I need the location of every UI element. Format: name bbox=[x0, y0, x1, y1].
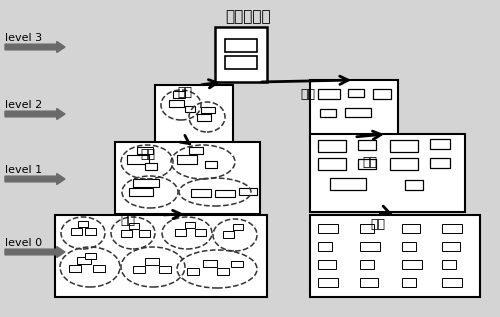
Bar bbox=[430, 158, 450, 168]
Text: 聚类: 聚类 bbox=[140, 148, 156, 161]
Bar bbox=[121, 230, 132, 237]
Bar bbox=[133, 179, 159, 187]
Bar bbox=[78, 221, 88, 227]
Bar bbox=[215, 190, 235, 197]
Bar bbox=[223, 231, 234, 238]
Bar bbox=[348, 89, 364, 97]
Bar bbox=[187, 268, 199, 275]
Bar bbox=[360, 278, 378, 287]
Bar bbox=[173, 91, 185, 98]
Bar bbox=[93, 265, 105, 272]
Bar bbox=[197, 114, 211, 121]
Bar bbox=[360, 224, 374, 233]
Bar bbox=[145, 163, 157, 170]
Bar bbox=[442, 242, 460, 251]
FancyArrow shape bbox=[5, 247, 65, 257]
Bar bbox=[77, 257, 91, 264]
Bar bbox=[442, 260, 456, 269]
Bar bbox=[159, 266, 171, 273]
Bar bbox=[85, 228, 96, 235]
Bar bbox=[310, 134, 465, 212]
Bar bbox=[129, 223, 139, 229]
Bar bbox=[169, 100, 184, 107]
Bar bbox=[145, 258, 159, 265]
Bar bbox=[360, 260, 374, 269]
Bar bbox=[390, 140, 418, 152]
Bar bbox=[225, 39, 257, 52]
Bar bbox=[373, 89, 391, 99]
FancyArrow shape bbox=[5, 173, 65, 184]
Bar bbox=[390, 158, 418, 170]
Bar bbox=[225, 56, 257, 69]
Bar bbox=[402, 260, 422, 269]
Bar bbox=[189, 147, 203, 154]
Bar bbox=[217, 268, 229, 275]
Bar bbox=[231, 261, 243, 267]
Text: level 3: level 3 bbox=[5, 33, 42, 43]
Bar bbox=[405, 180, 423, 190]
Bar bbox=[442, 278, 462, 287]
Bar bbox=[139, 230, 150, 237]
Bar bbox=[155, 85, 233, 147]
Bar bbox=[330, 178, 366, 190]
Bar bbox=[239, 188, 257, 195]
Bar bbox=[205, 161, 217, 168]
Text: 析散: 析散 bbox=[300, 88, 316, 101]
Bar bbox=[402, 224, 420, 233]
Text: level 1: level 1 bbox=[5, 165, 42, 175]
Bar bbox=[69, 265, 81, 272]
Text: 析散: 析散 bbox=[370, 218, 386, 231]
Bar bbox=[55, 215, 267, 297]
Bar bbox=[318, 242, 332, 251]
Bar bbox=[442, 224, 462, 233]
Text: 析散: 析散 bbox=[362, 156, 378, 169]
Text: 初始化布局: 初始化布局 bbox=[225, 9, 271, 24]
Bar bbox=[430, 139, 450, 149]
Bar bbox=[233, 224, 243, 230]
Bar bbox=[175, 229, 186, 236]
Text: 聚类: 聚类 bbox=[178, 86, 192, 99]
Bar bbox=[133, 266, 145, 273]
Bar bbox=[85, 253, 96, 259]
Bar bbox=[310, 215, 480, 297]
Bar bbox=[318, 278, 338, 287]
Text: level 2: level 2 bbox=[5, 100, 42, 110]
Bar bbox=[191, 189, 211, 197]
Bar bbox=[137, 147, 153, 154]
Bar bbox=[402, 242, 416, 251]
Bar bbox=[185, 222, 195, 228]
Bar bbox=[195, 229, 206, 236]
Bar bbox=[177, 155, 197, 164]
Bar bbox=[127, 155, 149, 164]
Bar bbox=[320, 109, 336, 117]
Bar bbox=[345, 108, 371, 117]
Bar bbox=[318, 224, 338, 233]
Text: level 0: level 0 bbox=[5, 238, 42, 248]
Bar bbox=[318, 89, 340, 99]
Bar bbox=[358, 140, 376, 150]
FancyArrow shape bbox=[5, 42, 65, 53]
Bar bbox=[71, 228, 82, 235]
Bar bbox=[203, 260, 217, 267]
Bar bbox=[402, 278, 416, 287]
Bar bbox=[318, 158, 346, 170]
Bar bbox=[358, 159, 376, 169]
Bar bbox=[318, 140, 346, 152]
FancyArrow shape bbox=[5, 108, 65, 120]
Bar bbox=[360, 242, 380, 251]
Bar bbox=[201, 107, 215, 113]
Bar bbox=[215, 27, 267, 82]
Bar bbox=[185, 106, 195, 112]
Text: 聚类: 聚类 bbox=[120, 215, 136, 228]
Bar bbox=[318, 260, 336, 269]
Bar bbox=[129, 188, 153, 196]
Bar bbox=[115, 142, 260, 214]
Bar bbox=[310, 80, 398, 137]
